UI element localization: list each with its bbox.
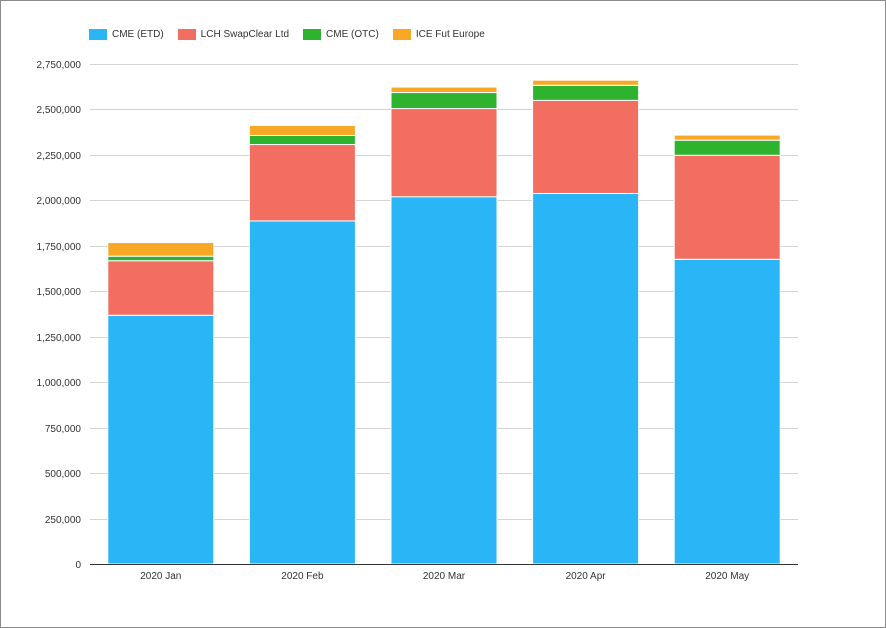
bar-segment: [107, 314, 215, 565]
bar-segment: [532, 99, 640, 194]
bar-segment: [248, 220, 356, 565]
legend-label: CME (OTC): [326, 29, 379, 40]
x-tick-label: 2020 Jan: [140, 571, 181, 582]
bar-segment: [390, 196, 498, 565]
y-tick-label: 1,000,000: [37, 378, 82, 389]
bar-segment: [248, 134, 356, 146]
bar-segment: [107, 260, 215, 316]
legend-item[interactable]: LCH SwapClear Ltd: [177, 29, 290, 40]
bar-segment: [248, 144, 356, 222]
bar-segment: [532, 84, 640, 101]
legend-label: LCH SwapClear Ltd: [200, 29, 290, 40]
bar-segment: [673, 154, 781, 260]
bar-segment: [107, 242, 215, 257]
legend-label: ICE Fut Europe: [415, 29, 485, 40]
bar-segment: [390, 86, 498, 94]
bar-segment: [107, 255, 215, 262]
y-tick-label: 2,500,000: [37, 105, 82, 116]
y-tick-label: 1,750,000: [37, 242, 82, 253]
y-tick-label: 500,000: [45, 469, 82, 480]
bar-segment: [673, 139, 781, 156]
legend-label: CME (ETD): [112, 29, 164, 40]
x-tick-label: 2020 Apr: [566, 571, 607, 582]
bar-segment: [673, 258, 781, 565]
legend-swatch: [303, 29, 322, 40]
bar-segment: [248, 124, 356, 136]
legend-swatch: [89, 29, 107, 40]
bar-segment: [532, 79, 640, 86]
legend-item[interactable]: CME (ETD): [89, 29, 164, 40]
y-tick-label: 1,250,000: [37, 333, 82, 344]
legend-swatch: [177, 29, 196, 40]
bar-segment: [390, 92, 498, 110]
y-tick-label: 0: [75, 560, 81, 571]
bar-segment: [390, 108, 498, 198]
x-tick-label: 2020 Mar: [423, 571, 466, 582]
y-tick-label: 2,750,000: [37, 60, 82, 71]
y-tick-label: 1,500,000: [37, 287, 82, 298]
y-tick-label: 2,250,000: [37, 151, 82, 162]
x-tick-label: 2020 May: [705, 571, 749, 582]
y-tick-label: 250,000: [45, 515, 82, 526]
legend-item[interactable]: ICE Fut Europe: [392, 29, 485, 40]
bar-segment: [673, 134, 781, 141]
bar-segment: [532, 192, 640, 565]
legend-swatch: [392, 29, 411, 40]
legend: CME (ETD) LCH SwapClear Ltd CME (OTC) ICE F…: [89, 29, 499, 40]
legend-item[interactable]: CME (OTC): [303, 29, 379, 40]
x-tick-label: 2020 Feb: [281, 571, 324, 582]
y-tick-label: 750,000: [45, 424, 82, 435]
y-tick-label: 2,000,000: [37, 196, 82, 207]
